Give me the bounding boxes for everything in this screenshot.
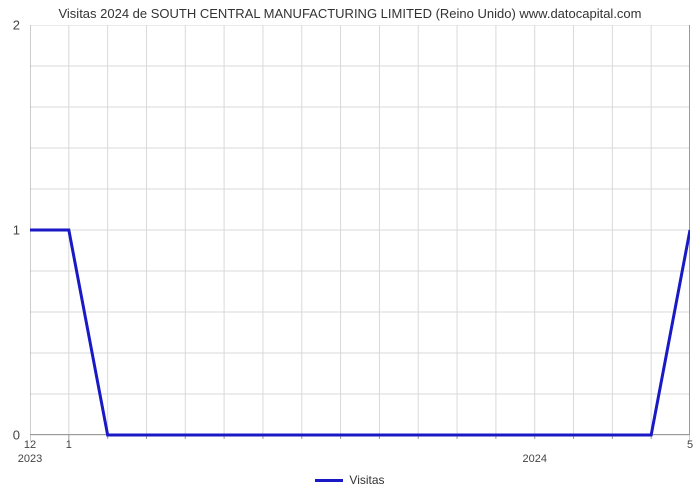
chart-title: Visitas 2024 de SOUTH CENTRAL MANUFACTUR…: [0, 6, 700, 21]
chart-svg: [30, 25, 690, 445]
y-tick-label: 2: [13, 18, 20, 33]
y-tick-label: 1: [13, 223, 20, 238]
x-year-label: 2023: [18, 453, 42, 465]
legend-label: Visitas: [349, 473, 384, 487]
legend: Visitas: [0, 473, 700, 487]
x-tick-label: 5: [687, 439, 693, 451]
legend-line-swatch: [315, 479, 343, 482]
x-tick-label: 12: [24, 439, 36, 451]
y-tick-label: 0: [13, 428, 20, 443]
chart-plot-area: [30, 25, 690, 445]
x-tick-label: 1: [66, 439, 72, 451]
y-axis-labels: 012: [0, 25, 25, 435]
x-year-label: 2024: [522, 453, 546, 465]
